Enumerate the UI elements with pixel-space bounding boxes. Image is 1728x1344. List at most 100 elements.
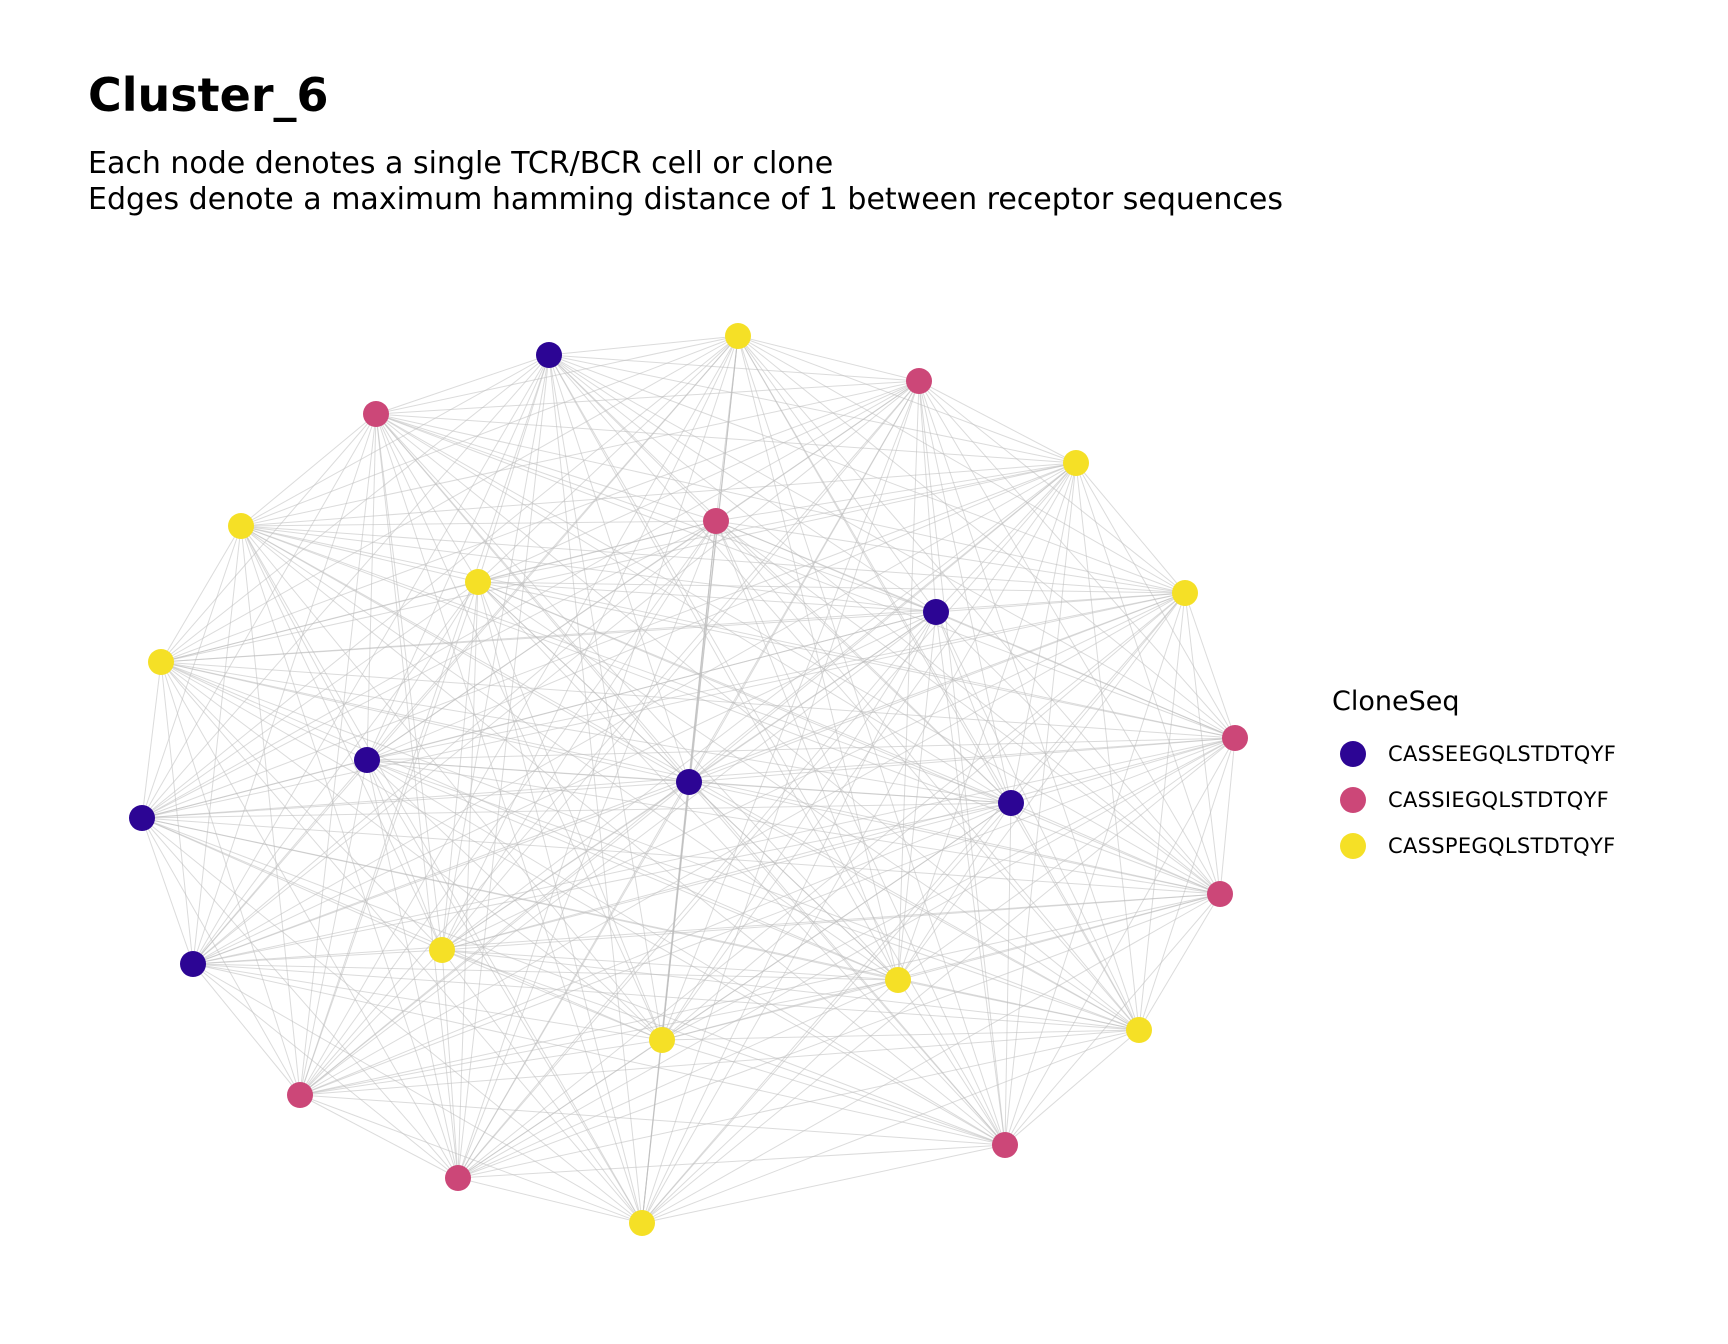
edge bbox=[192, 963, 301, 1096]
edge bbox=[737, 335, 1186, 594]
edge bbox=[737, 335, 1140, 1031]
edge bbox=[1010, 737, 1236, 804]
edge bbox=[160, 354, 550, 663]
edge bbox=[897, 592, 1186, 981]
edge bbox=[240, 525, 643, 1224]
edge bbox=[715, 520, 1012, 804]
edge bbox=[918, 380, 1006, 1146]
edge bbox=[160, 525, 242, 663]
edge bbox=[457, 781, 690, 1179]
edge bbox=[457, 462, 1077, 1179]
edge bbox=[661, 380, 920, 1041]
edge bbox=[1184, 592, 1236, 739]
node-n15 bbox=[676, 769, 702, 795]
legend-item-casspegqlstdtqyf: CASSPEGQLSTDTQYF bbox=[1332, 823, 1616, 869]
legend-swatch bbox=[1340, 741, 1366, 767]
edge bbox=[375, 335, 739, 415]
edge bbox=[688, 737, 1236, 783]
node-n10 bbox=[465, 569, 491, 595]
legend-title: CloneSeq bbox=[1332, 686, 1460, 717]
edge bbox=[192, 759, 368, 965]
edge bbox=[1184, 592, 1221, 895]
edge bbox=[661, 592, 1186, 1041]
edge bbox=[366, 520, 717, 761]
edge bbox=[661, 1039, 1006, 1146]
edge bbox=[375, 413, 1012, 804]
edge bbox=[477, 581, 1186, 594]
node-n24 bbox=[445, 1165, 471, 1191]
edge bbox=[240, 413, 377, 527]
edge bbox=[457, 592, 1186, 1179]
edge bbox=[548, 354, 1077, 464]
node-n9 bbox=[1222, 725, 1248, 751]
legend-swatch bbox=[1340, 833, 1366, 859]
edge bbox=[688, 592, 1186, 783]
edge bbox=[548, 354, 1186, 594]
edge bbox=[192, 893, 1221, 965]
node-n2 bbox=[536, 342, 562, 368]
edge bbox=[457, 979, 899, 1179]
edge bbox=[935, 611, 1221, 895]
edge bbox=[141, 781, 690, 819]
edge bbox=[141, 520, 717, 819]
edge bbox=[477, 335, 739, 583]
edge bbox=[141, 817, 301, 1096]
edge bbox=[240, 380, 920, 527]
edge bbox=[240, 525, 1012, 804]
edge bbox=[918, 380, 1077, 464]
edge bbox=[477, 581, 937, 613]
node-n3 bbox=[906, 368, 932, 394]
edge bbox=[641, 737, 1236, 1224]
edge bbox=[160, 661, 899, 981]
node-n8 bbox=[148, 649, 174, 675]
edge bbox=[1138, 737, 1236, 1031]
edge bbox=[299, 413, 377, 1096]
edge-layer bbox=[141, 335, 1236, 1224]
edge bbox=[141, 581, 479, 819]
edge bbox=[1004, 462, 1077, 1146]
edge bbox=[548, 354, 1236, 739]
edge bbox=[160, 661, 194, 965]
edge bbox=[375, 413, 1221, 895]
edge bbox=[375, 413, 1140, 1031]
edge bbox=[375, 413, 937, 613]
node-n4 bbox=[1063, 450, 1089, 476]
edge bbox=[918, 380, 1236, 739]
edge bbox=[240, 462, 1077, 527]
edge bbox=[240, 525, 1186, 594]
edge bbox=[141, 817, 663, 1041]
edge bbox=[1010, 592, 1186, 804]
edge bbox=[935, 462, 1077, 613]
edge bbox=[299, 1039, 663, 1096]
edge bbox=[457, 611, 937, 1179]
edge bbox=[641, 611, 937, 1224]
edge bbox=[141, 759, 368, 819]
edge bbox=[897, 611, 937, 981]
node-n21 bbox=[180, 951, 206, 977]
edge bbox=[366, 737, 1236, 761]
edge bbox=[737, 335, 1221, 895]
edge bbox=[192, 963, 459, 1179]
edge bbox=[935, 611, 1006, 1146]
edge bbox=[688, 781, 1221, 895]
edge bbox=[457, 1144, 1006, 1179]
edge bbox=[548, 354, 690, 783]
edge bbox=[661, 979, 899, 1041]
chart-subtitle: Each node denotes a single TCR/BCR cell … bbox=[88, 146, 1283, 218]
edge bbox=[375, 413, 717, 522]
edge bbox=[661, 737, 1236, 1041]
edge bbox=[160, 413, 377, 663]
edge bbox=[299, 949, 443, 1096]
edge bbox=[192, 462, 1077, 965]
edge bbox=[160, 661, 643, 1224]
edge bbox=[641, 1029, 1140, 1224]
chart-title: Cluster_6 bbox=[88, 68, 329, 122]
edge bbox=[1004, 893, 1221, 1146]
edge bbox=[441, 737, 1236, 951]
edge bbox=[737, 335, 920, 382]
edge bbox=[240, 525, 459, 1179]
edge bbox=[240, 525, 443, 951]
edge bbox=[299, 1094, 1006, 1146]
edge bbox=[1219, 737, 1236, 895]
